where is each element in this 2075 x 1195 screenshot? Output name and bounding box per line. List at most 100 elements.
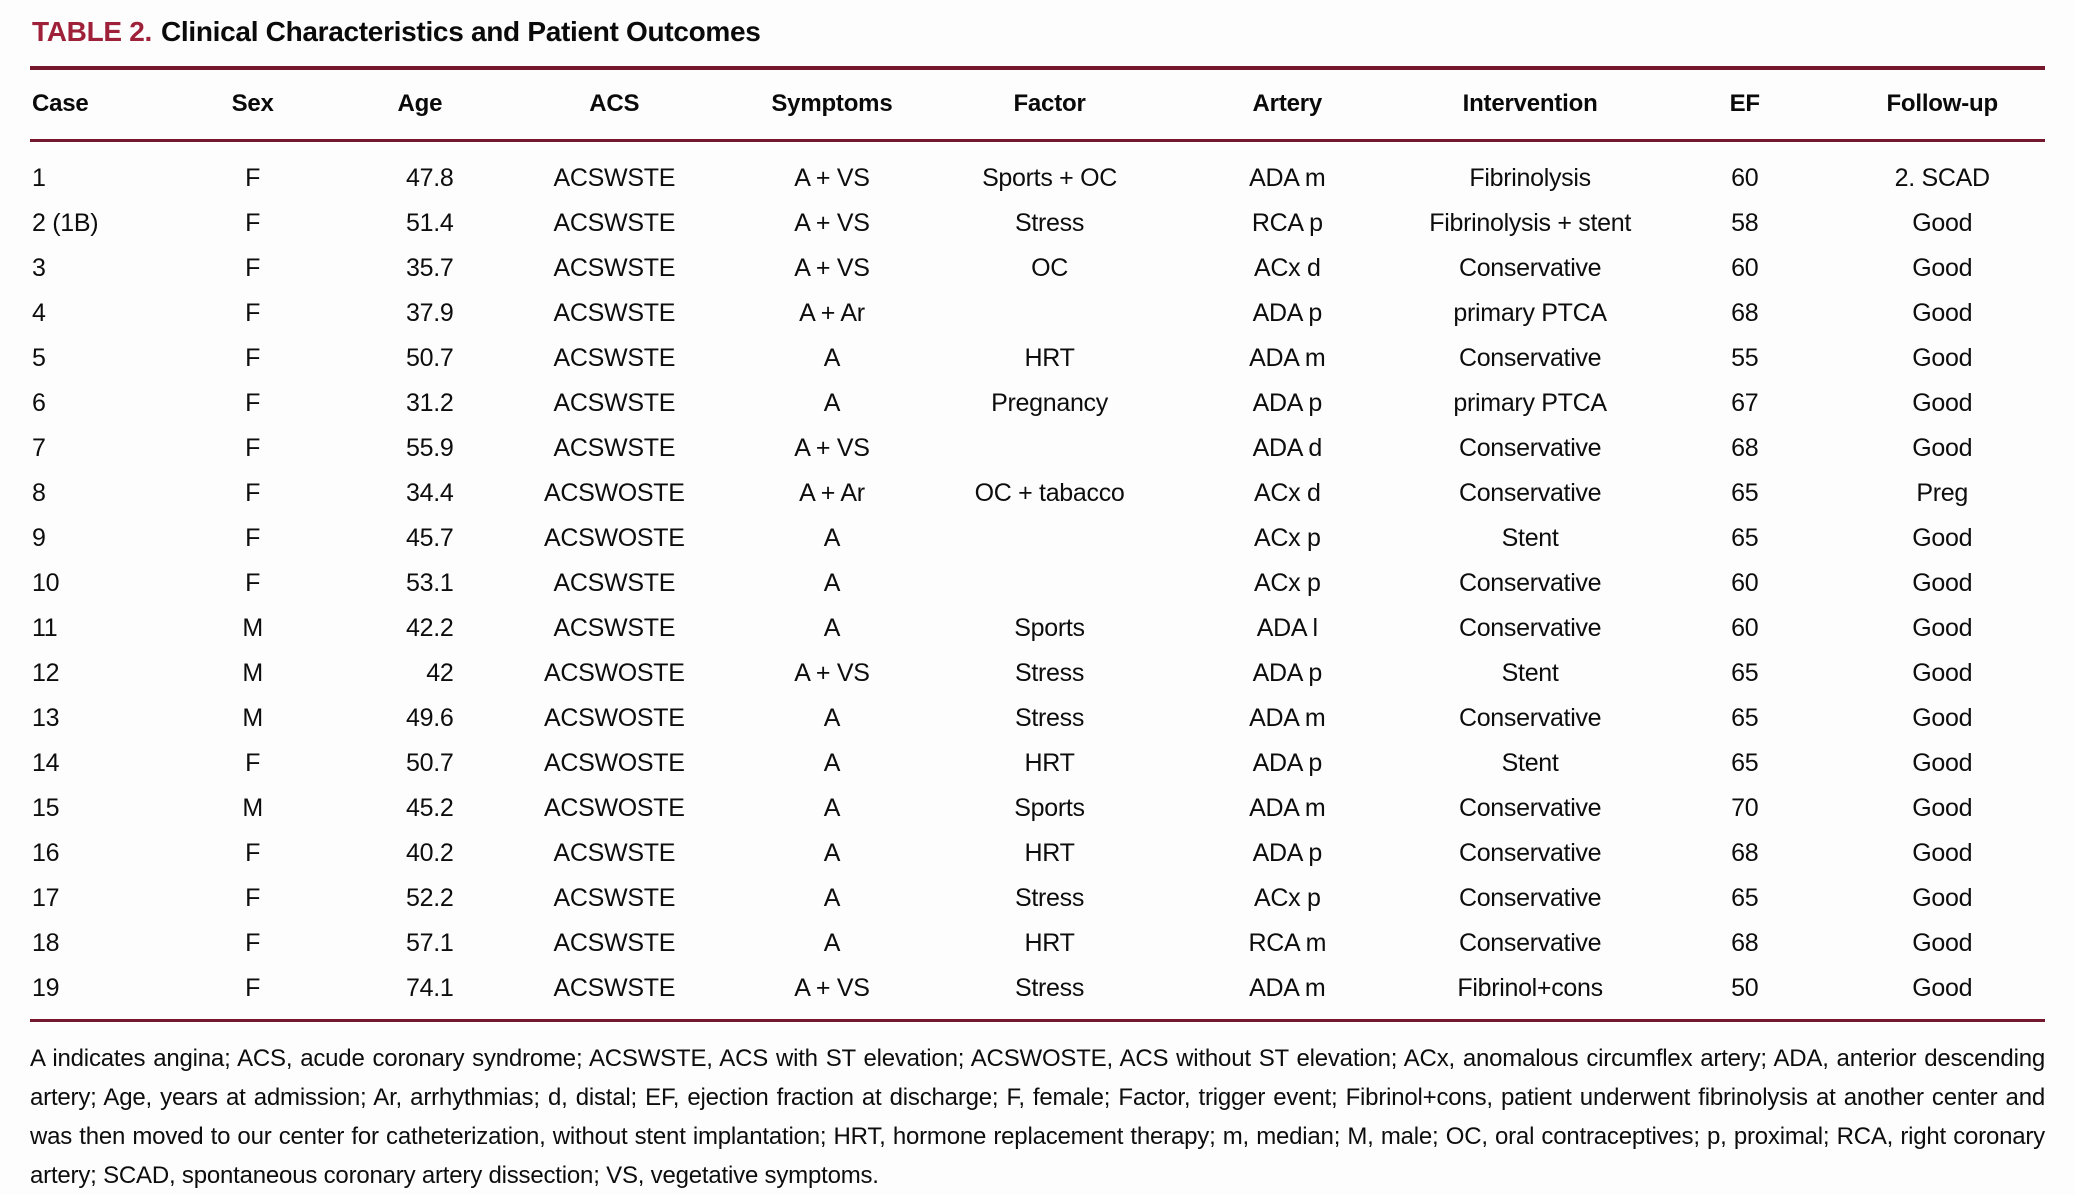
cell-acs: ACSWSTE bbox=[553, 974, 676, 1002]
cell-acs: ACSWSTE bbox=[553, 254, 676, 282]
cell-follow-up: Good bbox=[1912, 209, 1973, 237]
cell-acs: ACSWSTE bbox=[553, 839, 676, 867]
cell-symptoms: A bbox=[823, 794, 841, 822]
table-row: 18 F 57.1 ACSWSTE A HRT RCA m Conservative 68 Goo… bbox=[30, 921, 2045, 966]
cell-acs: ACSWSTE bbox=[553, 164, 676, 192]
cell-acs: ACSWSTE bbox=[553, 929, 676, 957]
cell-follow-up: Good bbox=[1912, 254, 1973, 282]
cell-age: 45.7 bbox=[406, 524, 454, 552]
cell-sex: F bbox=[245, 974, 261, 1002]
cell-intervention: Conservative bbox=[1458, 254, 1602, 282]
table-footnote: A indicates angina; ACS, acude coronary … bbox=[30, 1045, 2045, 1189]
cell-ef: 58 bbox=[1731, 209, 1759, 237]
cell-intervention: Stent bbox=[1501, 524, 1559, 552]
cell-intervention: Conservative bbox=[1458, 434, 1602, 462]
cell-case: 7 bbox=[32, 434, 46, 462]
cell-sex: F bbox=[245, 884, 261, 912]
cell-ef: 67 bbox=[1731, 389, 1759, 417]
cell-symptoms: A + Ar bbox=[799, 479, 865, 507]
cell-age: 49.6 bbox=[406, 704, 454, 732]
column-header-acs: ACS bbox=[499, 68, 730, 142]
table-title: TABLE 2. Clinical Characteristics and Pat… bbox=[30, 10, 2045, 66]
cell-sex: M bbox=[242, 794, 263, 822]
cell-ef: 68 bbox=[1731, 434, 1759, 462]
cell-age: 47.8 bbox=[406, 164, 454, 192]
cell-symptoms: A + VS bbox=[794, 974, 870, 1002]
column-header-symptoms: Symptoms bbox=[729, 68, 935, 142]
cell-sex: F bbox=[245, 209, 261, 237]
cell-acs: ACSWSTE bbox=[553, 389, 676, 417]
cell-sex: M bbox=[242, 704, 263, 732]
table-row: 14 F 50.7 ACSWOSTE A HRT ADA p Stent 65 Good bbox=[30, 741, 2045, 786]
cell-follow-up: Good bbox=[1912, 434, 1973, 462]
cell-case: 12 bbox=[32, 659, 60, 687]
cell-age: 52.2 bbox=[406, 884, 454, 912]
column-header-age: Age bbox=[340, 68, 500, 142]
cell-intervention: Fibrinolysis + stent bbox=[1429, 209, 1631, 237]
cell-case: 17 bbox=[32, 884, 60, 912]
cell-sex: M bbox=[242, 659, 263, 687]
cell-artery: ADA p bbox=[1252, 839, 1323, 867]
cell-case: 18 bbox=[32, 929, 60, 957]
cell-symptoms: A + Ar bbox=[799, 299, 865, 327]
table-row: 3 F 35.7 ACSWSTE A + VS OC ACx d Conservative 60… bbox=[30, 246, 2045, 291]
cell-follow-up: Good bbox=[1912, 389, 1973, 417]
cell-artery: ACx p bbox=[1254, 569, 1321, 597]
cell-age: 45.2 bbox=[406, 794, 454, 822]
cell-acs: ACSWSTE bbox=[553, 434, 676, 462]
cell-acs: ACSWSTE bbox=[553, 884, 676, 912]
cell-follow-up: Good bbox=[1912, 614, 1973, 642]
table-row: 16 F 40.2 ACSWSTE A HRT ADA p Conservative 68 Goo… bbox=[30, 831, 2045, 876]
cell-factor bbox=[935, 291, 1165, 336]
column-header-case: Case bbox=[30, 68, 165, 142]
cell-factor bbox=[935, 426, 1165, 471]
cell-age: 37.9 bbox=[406, 299, 454, 327]
cell-acs: ACSWSTE bbox=[553, 614, 676, 642]
table-body: 1 F 47.8 ACSWSTE A + VS Sports + OC ADA m Fibri… bbox=[30, 141, 2045, 1021]
cell-symptoms: A + VS bbox=[794, 434, 870, 462]
cell-artery: ACx p bbox=[1254, 524, 1321, 552]
cell-intervention: Conservative bbox=[1458, 569, 1602, 597]
cell-follow-up: Good bbox=[1912, 839, 1973, 867]
cell-ef: 55 bbox=[1731, 344, 1759, 372]
cell-acs: ACSWOSTE bbox=[543, 749, 685, 777]
cell-intervention: Stent bbox=[1501, 659, 1559, 687]
cell-case: 14 bbox=[32, 749, 60, 777]
cell-follow-up: Good bbox=[1912, 794, 1973, 822]
cell-symptoms: A bbox=[823, 524, 841, 552]
cell-factor: Sports + OC bbox=[982, 164, 1118, 192]
cell-sex: M bbox=[242, 614, 263, 642]
cell-ef: 68 bbox=[1731, 299, 1759, 327]
cell-artery: ADA d bbox=[1252, 434, 1323, 462]
cell-ef: 65 bbox=[1731, 749, 1759, 777]
cell-factor: HRT bbox=[1024, 839, 1075, 867]
cell-artery: RCA p bbox=[1251, 209, 1323, 237]
table-caption: Clinical Characteristics and Patient Out… bbox=[160, 16, 761, 47]
cell-case: 3 bbox=[32, 254, 46, 282]
cell-symptoms: A bbox=[823, 389, 841, 417]
table-row: 7 F 55.9 ACSWSTE A + VS ADA d Conservative 68 Go… bbox=[30, 426, 2045, 471]
cell-factor: Stress bbox=[1015, 884, 1085, 912]
cell-sex: F bbox=[245, 254, 261, 282]
cell-follow-up: Good bbox=[1912, 929, 1973, 957]
table-row: 6 F 31.2 ACSWSTE A Pregnancy ADA p primary PTCA… bbox=[30, 381, 2045, 426]
cell-artery: RCA m bbox=[1248, 929, 1327, 957]
cell-age: 40.2 bbox=[406, 839, 454, 867]
cell-case: 19 bbox=[32, 974, 60, 1002]
cell-age: 53.1 bbox=[406, 569, 454, 597]
cell-follow-up: Good bbox=[1912, 524, 1973, 552]
cell-ef: 60 bbox=[1731, 164, 1759, 192]
cell-ef: 70 bbox=[1731, 794, 1759, 822]
cell-follow-up: Good bbox=[1912, 884, 1973, 912]
table-row: 17 F 52.2 ACSWSTE A Stress ACx p Conservative 65… bbox=[30, 876, 2045, 921]
cell-age: 35.7 bbox=[406, 254, 454, 282]
cell-factor: Sports bbox=[1014, 794, 1085, 822]
table-row: 4 F 37.9 ACSWSTE A + Ar ADA p primary PTCA 68 Go… bbox=[30, 291, 2045, 336]
cell-intervention: Conservative bbox=[1458, 794, 1602, 822]
table-row: 15 M 45.2 ACSWOSTE A Sports ADA m Conservative 7… bbox=[30, 786, 2045, 831]
cell-case: 11 bbox=[32, 614, 58, 642]
cell-follow-up: Good bbox=[1912, 749, 1973, 777]
cell-acs: ACSWSTE bbox=[553, 569, 676, 597]
table-row: 1 F 47.8 ACSWSTE A + VS Sports + OC ADA m Fibri… bbox=[30, 141, 2045, 202]
